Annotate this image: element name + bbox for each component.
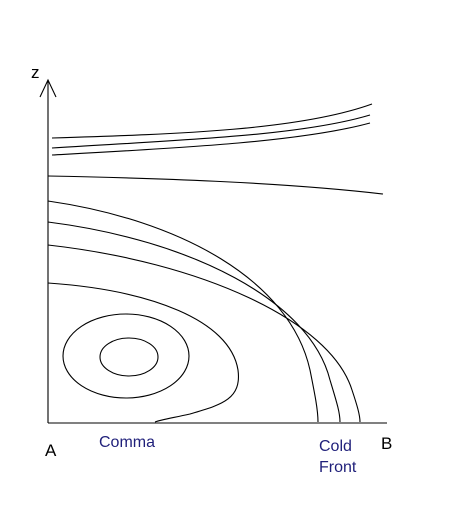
comma-inner: [99, 337, 159, 377]
contour: [51, 103, 373, 139]
origin-label: A: [45, 441, 57, 460]
comma-outer: [62, 313, 190, 399]
contour: [47, 244, 361, 423]
contours: [47, 103, 384, 423]
contour: [47, 282, 239, 423]
cold-front-label: Cold: [319, 438, 352, 455]
cold-front-label: Front: [319, 459, 357, 476]
contour: [51, 122, 371, 156]
contour: [51, 114, 371, 149]
comma-label: Comma: [99, 434, 155, 451]
axes: [39, 78, 387, 424]
end-label: B: [381, 434, 392, 453]
z-label: z: [31, 63, 40, 82]
contour: [47, 200, 319, 423]
contour: [47, 221, 341, 423]
contour: [47, 175, 384, 195]
axis-arrow: [39, 78, 57, 98]
